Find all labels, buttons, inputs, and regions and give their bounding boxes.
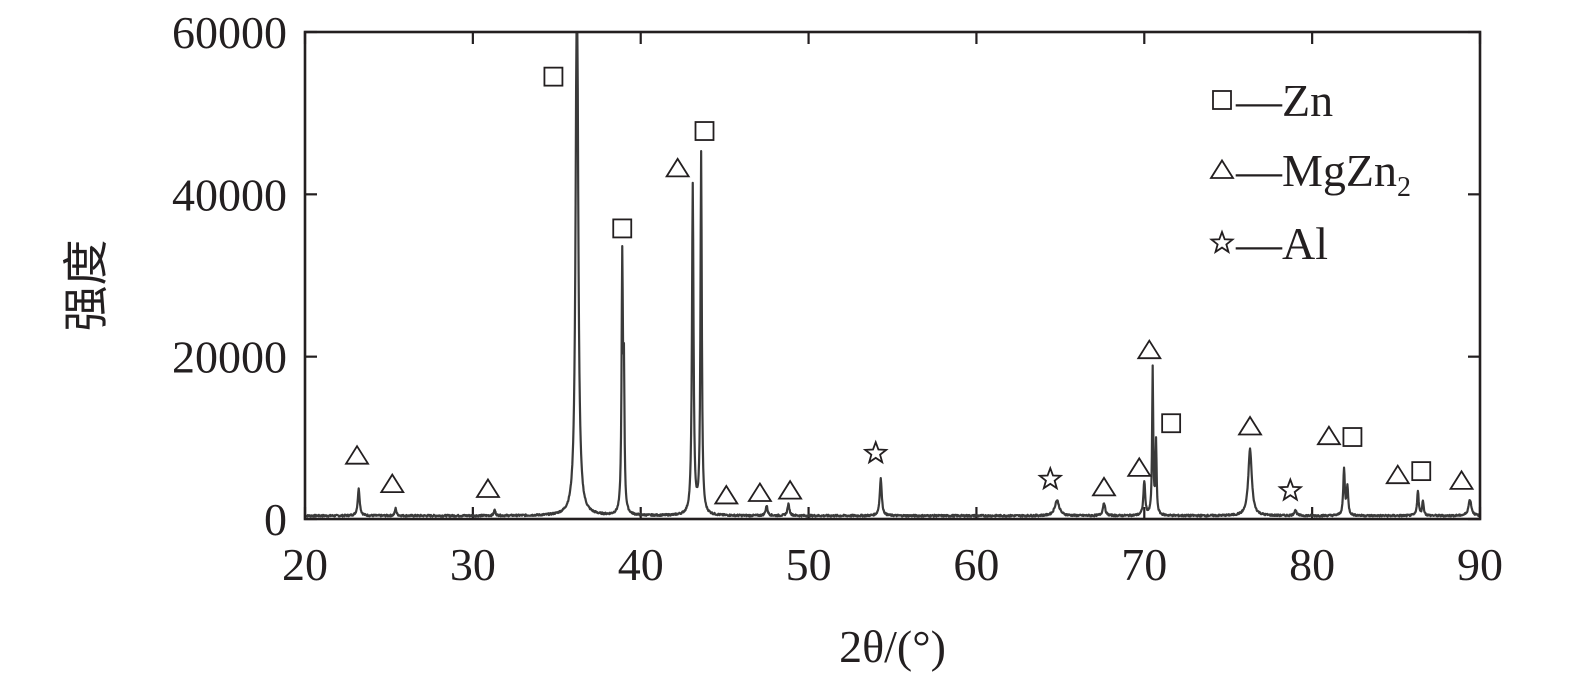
legend-triangle-icon [1209,158,1235,179]
triangle-phase-marker [1448,469,1475,490]
triangle-phase-marker [379,472,405,493]
triangle-phase-marker [1385,463,1411,485]
square-phase-marker [612,218,633,239]
x-tick-label: 30 [450,539,496,590]
legend-label-text: —Al [1235,218,1328,269]
triangle-phase-marker [1136,338,1162,360]
legend-square-icon [1212,90,1232,110]
legend-label-text: —Zn [1235,75,1333,126]
triangle-phase-marker [777,479,803,500]
plot-frame [303,30,1482,521]
square-phase-marker [1161,413,1182,434]
legend: —Zn —MgZn2 —Al [1209,75,1411,269]
y-tick-label: 60000 [172,7,287,58]
triangle-phase-marker [475,477,501,498]
triangle-phase-marker [1237,415,1263,436]
x-tick-label: 20 [282,539,328,590]
triangle-phase-marker [665,157,691,178]
x-tick-label: 60 [953,539,999,590]
triangle-phase-marker [713,484,739,505]
square-phase-marker [543,66,564,87]
star-phase-marker [1277,477,1304,502]
triangle-phase-marker [1126,456,1152,477]
star-phase-marker [1037,465,1064,491]
legend-star-icon [1209,229,1235,254]
axis-ticks: 20 30 40 50 60 70 80 90 0 20000 40000 60000 [172,7,1503,590]
y-axis-title: 强度 [61,240,112,332]
legend-label: —Zn [1235,75,1333,126]
phase-markers [344,66,1475,505]
legend-label: —MgZn2 [1235,145,1411,203]
star-phase-marker [862,439,889,465]
x-tick-label: 70 [1121,539,1167,590]
y-axis-title-group: 强度 [61,240,112,332]
legend-label: —Al [1235,218,1328,269]
xrd-spectrum-line [304,31,1481,518]
x-tick-label: 90 [1457,539,1503,590]
x-axis-title: 2θ/(°) [839,621,946,672]
legend-label-subscript: 2 [1397,172,1411,203]
triangle-phase-marker [1316,425,1342,446]
x-tick-label: 50 [786,539,832,590]
square-phase-marker [694,121,715,141]
x-tick-label: 80 [1289,539,1335,590]
square-phase-marker [1342,427,1363,447]
legend-label-text: —MgZn [1235,145,1397,196]
triangle-phase-marker [1091,476,1117,497]
x-tick-label: 40 [618,539,664,590]
y-tick-label: 0 [264,494,287,545]
y-tick-label: 40000 [172,169,287,220]
triangle-phase-marker [344,444,370,465]
triangle-phase-marker [747,481,773,502]
square-phase-marker [1411,461,1432,482]
y-tick-label: 20000 [172,332,287,383]
